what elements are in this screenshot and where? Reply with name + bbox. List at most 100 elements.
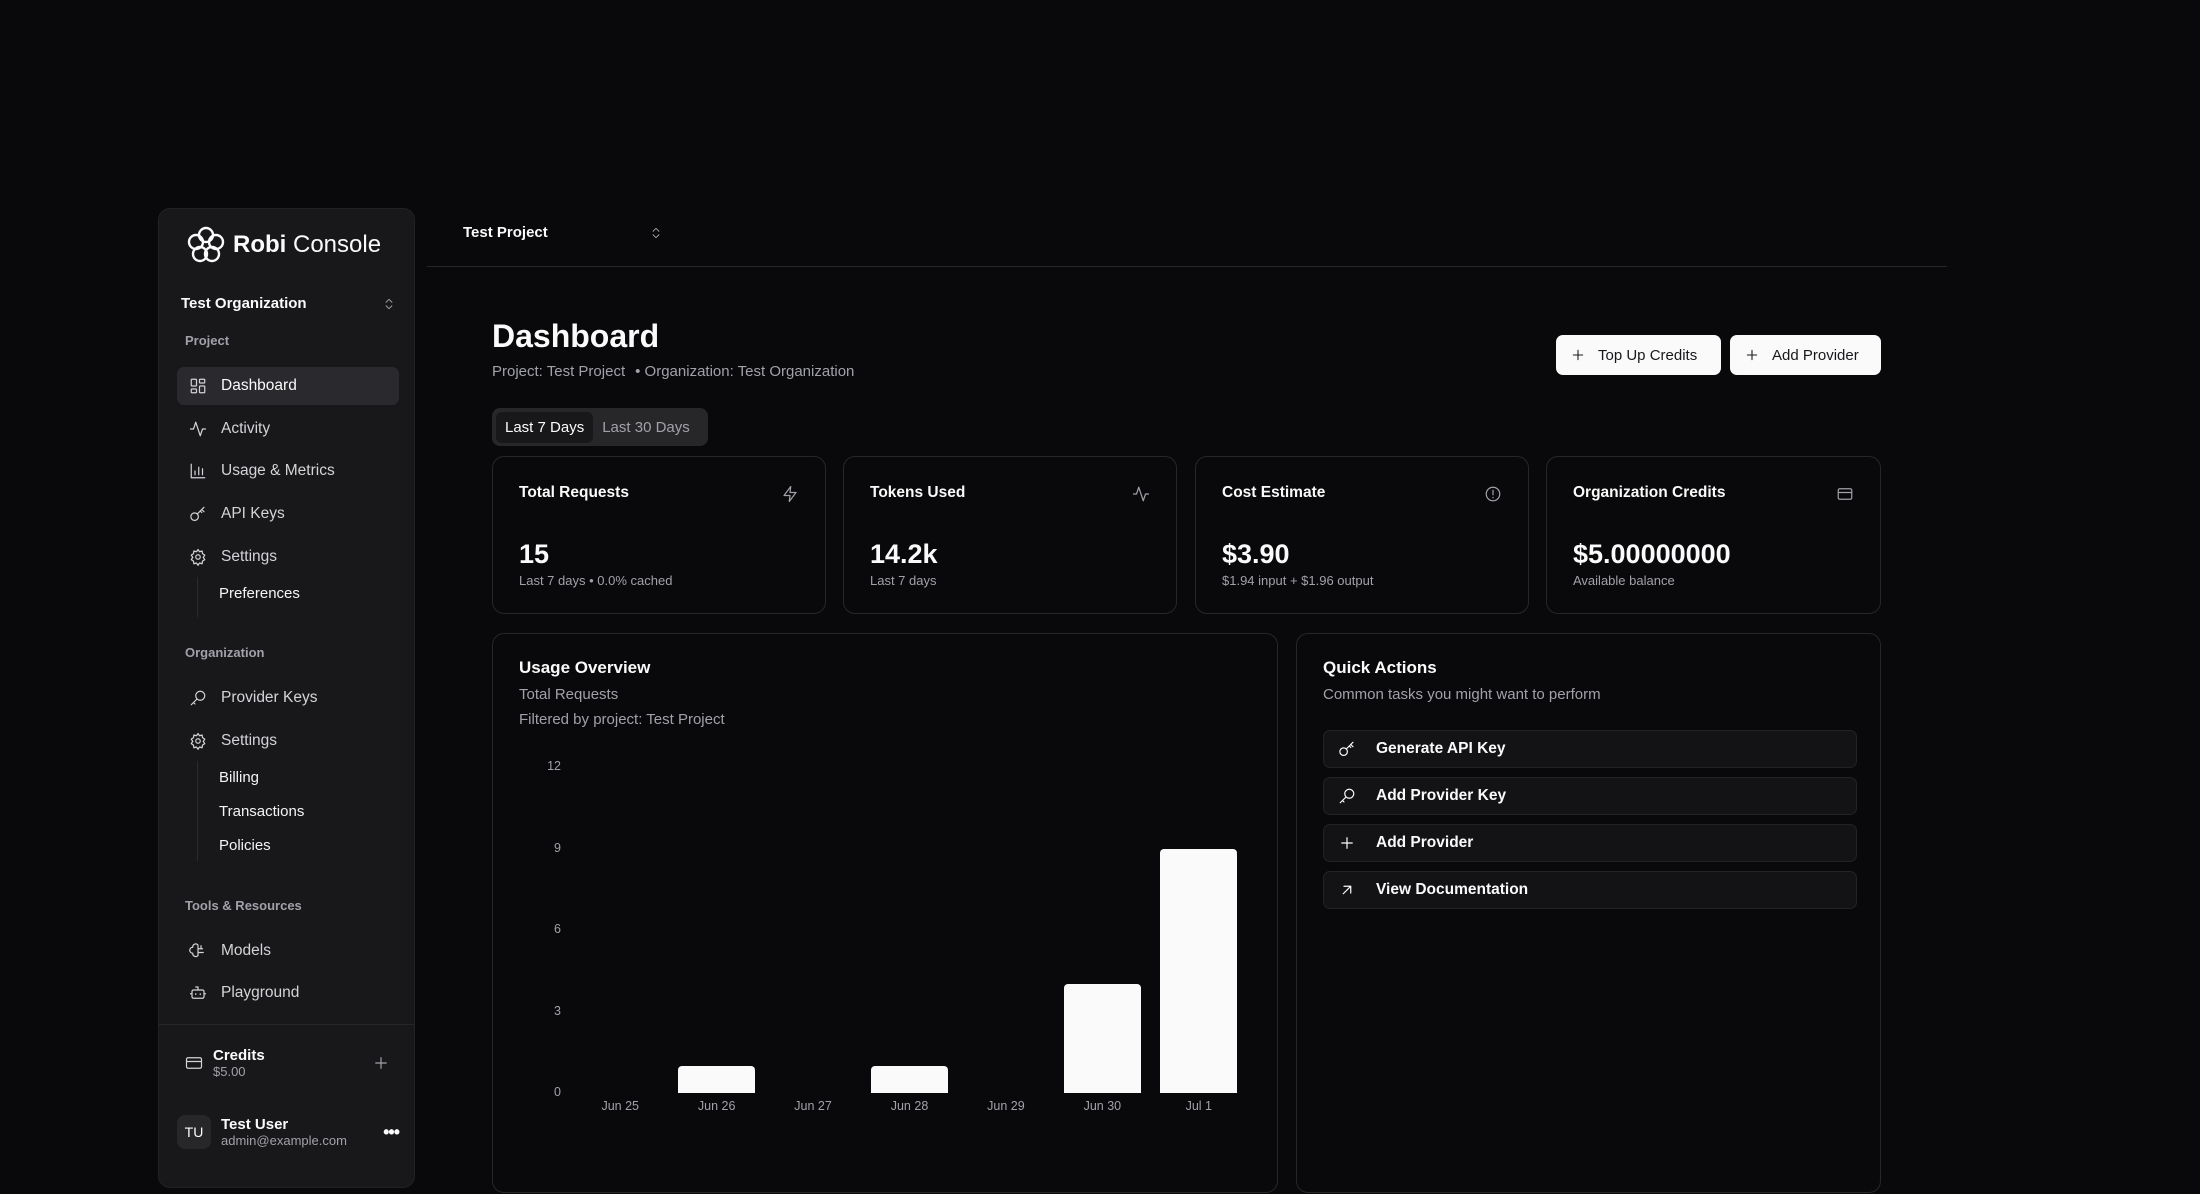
sidebar-subitem-policies[interactable]: Policies — [219, 837, 271, 854]
nav-label: Dashboard — [221, 377, 297, 394]
credits-label: Credits — [213, 1047, 265, 1064]
gear-icon — [190, 732, 206, 750]
alert-circle-icon — [1485, 486, 1501, 502]
user-email: admin@example.com — [221, 1133, 347, 1148]
bar-chart-icon — [190, 463, 206, 479]
org-selector[interactable]: Test Organization — [181, 295, 396, 312]
stat-subtitle: Last 7 days • 0.0% cached — [519, 573, 673, 588]
action-label: Generate API Key — [1376, 740, 1506, 757]
plus-icon[interactable] — [372, 1054, 390, 1072]
sidebar-item-provider-keys[interactable]: Provider Keys — [177, 679, 399, 717]
page-context: Project: Test Project • Organization: Te… — [492, 363, 854, 380]
y-tick-label: 3 — [554, 1003, 561, 1018]
zap-icon — [783, 485, 797, 503]
nav-label: Settings — [221, 732, 278, 749]
plus-icon — [1572, 349, 1584, 361]
stat-card-tokens-used: Tokens Used 14.2k Last 7 days — [843, 456, 1177, 614]
x-tick-label: Jul 1 — [1185, 1099, 1212, 1113]
button-label: Top Up Credits — [1598, 346, 1698, 364]
activity-icon — [189, 421, 207, 437]
top-up-credits-button[interactable]: Top Up Credits — [1556, 335, 1721, 375]
nav-label: Settings — [221, 548, 278, 565]
more-icon[interactable]: ••• — [383, 1121, 400, 1142]
tab-last-7-days[interactable]: Last 7 Days — [496, 411, 594, 443]
brand-suffix: Console — [293, 231, 382, 258]
sidebar-item-activity[interactable]: Activity — [177, 410, 399, 448]
nav-label: Provider Keys — [221, 689, 318, 706]
nav-label: Playground — [221, 984, 300, 1001]
user-menu[interactable]: TU Test User admin@example.com ••• — [177, 1115, 400, 1149]
x-tick-label: Jun 25 — [601, 1099, 639, 1113]
tab-last-30-days[interactable]: Last 30 Days — [602, 418, 690, 436]
action-label: Add Provider — [1376, 834, 1474, 851]
stat-title: Total Requests — [519, 484, 629, 501]
usage-subtitle: Total Requests — [519, 686, 619, 703]
flower-logo-icon — [187, 226, 225, 263]
add-provider-action-button[interactable]: Add Provider — [1323, 824, 1857, 862]
credit-card-icon — [1837, 488, 1853, 500]
brain-icon — [189, 943, 204, 958]
sidebar-item-models[interactable]: Models — [177, 932, 399, 970]
credits-widget[interactable]: Credits $5.00 — [185, 1047, 390, 1079]
activity-icon — [1132, 486, 1150, 502]
stat-title: Cost Estimate — [1222, 484, 1326, 501]
key-round-icon — [1339, 788, 1355, 804]
credits-value: $5.00 — [213, 1064, 246, 1079]
stat-value: 14.2k — [870, 539, 938, 569]
top-bar: Test Project — [427, 208, 1947, 267]
stat-subtitle: $1.94 input + $1.96 output — [1222, 573, 1374, 588]
x-tick-label: Jun 28 — [890, 1099, 929, 1113]
x-tick-label: Jun 27 — [794, 1099, 832, 1113]
stat-subtitle: Last 7 days — [870, 573, 937, 588]
x-tick-label: Jun 30 — [1083, 1099, 1122, 1113]
sidebar-item-usage-metrics[interactable]: Usage & Metrics — [177, 452, 399, 490]
y-tick-label: 9 — [554, 840, 561, 855]
chevrons-up-down-icon — [385, 298, 393, 309]
nav-label: Models — [221, 942, 271, 959]
quick-actions-card: Quick Actions Common tasks you might wan… — [1296, 633, 1881, 1193]
bot-icon — [189, 986, 207, 999]
sidebar-subitem-preferences[interactable]: Preferences — [219, 585, 300, 602]
project-selector[interactable]: Test Project — [463, 224, 663, 241]
sidebar-item-api-keys[interactable]: API Keys — [177, 495, 399, 533]
quick-actions-title: Quick Actions — [1323, 658, 1437, 677]
range-tabs: Last 7 Days Last 30 Days — [492, 408, 708, 446]
usage-filter: Filtered by project: Test Project — [519, 711, 725, 728]
action-label: View Documentation — [1376, 881, 1529, 898]
nav-label: Activity — [221, 420, 271, 437]
brand-logo[interactable]: Robi Console — [187, 226, 381, 264]
sidebar-item-playground[interactable]: Playground — [177, 974, 399, 1012]
sidebar-item-settings[interactable]: Settings — [177, 538, 399, 576]
bar[interactable] — [871, 1065, 948, 1093]
context-project: Project: Test Project — [492, 363, 626, 380]
gear-icon — [190, 548, 206, 566]
sidebar-item-dashboard[interactable]: Dashboard — [177, 367, 399, 405]
stat-value: $5.00000000 — [1573, 539, 1731, 569]
submenu-line — [197, 577, 198, 617]
section-label-tools: Tools & Resources — [185, 898, 302, 913]
bar[interactable] — [1063, 984, 1141, 1093]
usage-overview-card: Usage Overview Total Requests Filtered b… — [492, 633, 1278, 1193]
sidebar-subitem-billing[interactable]: Billing — [219, 769, 260, 786]
y-tick-label: 0 — [554, 1085, 561, 1099]
usage-bar-chart: 0 3 6 9 12 Jun 25 Jun 26 Jun 27 Jun 28 Jun 29 Jun … — [493, 634, 1279, 1194]
sidebar-divider — [159, 1024, 414, 1025]
quick-actions-subtitle: Common tasks you might want to perform — [1323, 686, 1601, 703]
brand-name: Robi — [233, 231, 287, 258]
sidebar-subitem-transactions[interactable]: Transactions — [219, 803, 305, 820]
bar[interactable] — [678, 1065, 756, 1093]
key-round-icon — [190, 690, 206, 706]
add-provider-key-button[interactable]: Add Provider Key — [1323, 777, 1857, 815]
bar[interactable] — [1160, 848, 1238, 1093]
avatar: TU — [177, 1115, 211, 1149]
user-name: Test User — [221, 1116, 289, 1133]
credit-card-icon — [185, 1057, 203, 1069]
sidebar-item-org-settings[interactable]: Settings — [177, 722, 399, 760]
view-documentation-button[interactable]: View Documentation — [1323, 871, 1857, 909]
x-tick-label: Jun 29 — [987, 1099, 1025, 1113]
plus-icon — [1341, 837, 1353, 849]
generate-api-key-button[interactable]: Generate API Key — [1323, 730, 1857, 768]
add-provider-button[interactable]: Add Provider — [1730, 335, 1881, 375]
sidebar: Robi Console Test Organization Project D… — [158, 208, 415, 1188]
y-tick-label: 6 — [554, 922, 561, 936]
